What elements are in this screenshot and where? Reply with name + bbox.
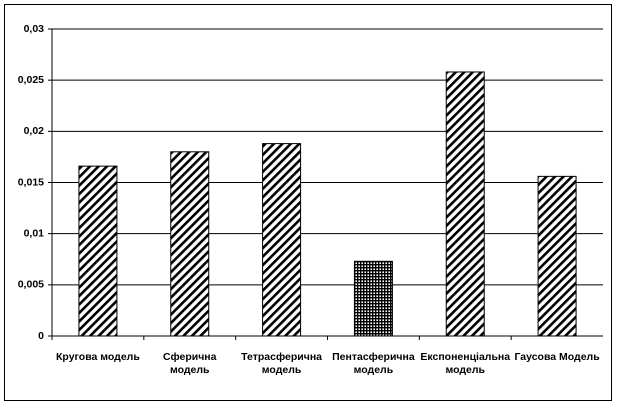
bar: [445, 71, 485, 337]
y-tick-label: 0,005: [18, 279, 44, 291]
y-tick-label: 0,015: [18, 176, 44, 188]
bar: [262, 143, 302, 337]
bar: [353, 260, 393, 337]
x-tick-label: Кругова модель: [56, 351, 140, 363]
y-tick-label: 0,025: [18, 74, 44, 86]
y-tick-label: 0,03: [24, 23, 45, 35]
x-tick-label: Пентасферична модель: [332, 351, 415, 376]
y-tick-label: 0: [38, 330, 44, 342]
y-tick-label: 0,02: [24, 125, 45, 137]
y-tick-label: 0,01: [24, 227, 45, 239]
bar: [170, 151, 210, 337]
bar: [78, 165, 118, 337]
x-tick-label: Гаусова Модель: [514, 351, 600, 363]
chart-border: [4, 4, 612, 401]
bar: [537, 175, 577, 337]
x-tick-label: Експоненціальна модель: [420, 351, 510, 376]
x-tick-label: Тетрасферична модель: [241, 351, 322, 376]
x-tick-label: Сферична модель: [163, 351, 217, 376]
